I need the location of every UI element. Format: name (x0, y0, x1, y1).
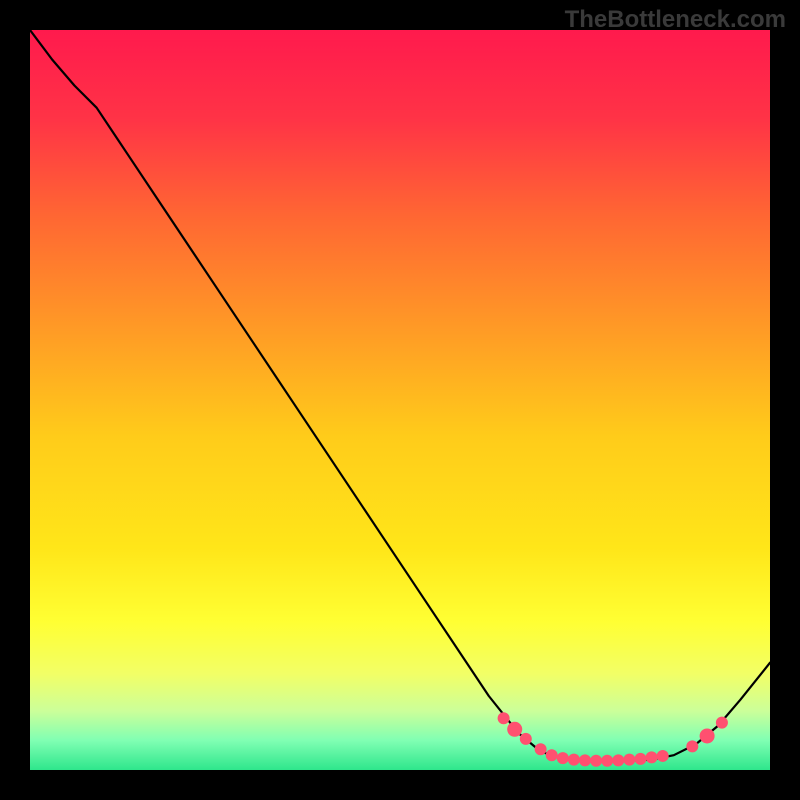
marker-dot (507, 722, 522, 737)
plot-area (30, 30, 770, 770)
watermark-text: TheBottleneck.com (565, 6, 786, 34)
marker-dot (612, 754, 624, 766)
marker-dot (579, 754, 591, 766)
marker-dot (546, 749, 558, 761)
marker-dot (535, 743, 547, 755)
marker-dot (716, 717, 728, 729)
chart-svg (30, 30, 770, 770)
chart-container: { "watermark": { "text": "TheBottleneck.… (0, 0, 800, 800)
marker-dot (700, 728, 715, 743)
marker-dot (498, 712, 510, 724)
marker-dot (657, 750, 669, 762)
marker-dot (601, 755, 613, 767)
marker-dot (568, 754, 580, 766)
marker-dot (635, 753, 647, 765)
marker-dot (646, 751, 658, 763)
marker-dot (557, 752, 569, 764)
marker-dot (520, 733, 532, 745)
marker-dot (686, 740, 698, 752)
marker-dot (590, 755, 602, 767)
gradient-background (30, 30, 770, 770)
marker-dot (623, 754, 635, 766)
